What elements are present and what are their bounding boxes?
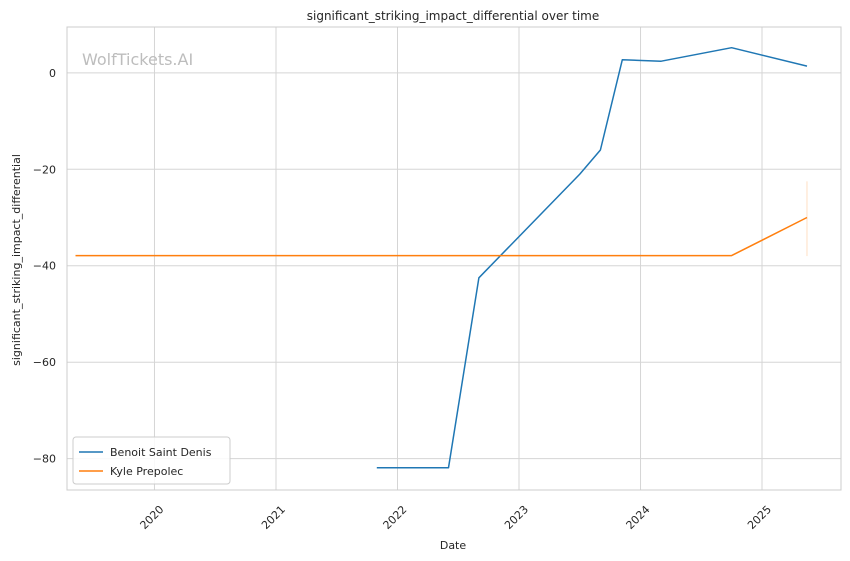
series-line-1 <box>75 216 808 257</box>
y-tick-label: −60 <box>33 356 56 369</box>
plot-frame <box>66 26 842 491</box>
watermark: WolfTickets.AI <box>82 50 193 69</box>
x-axis-title: Date <box>440 539 467 552</box>
x-tick-label: 2022 <box>381 503 410 532</box>
x-tick-label: 2023 <box>502 503 531 532</box>
x-tick-label: 2024 <box>624 503 653 532</box>
legend: Benoit Saint Denis Kyle Prepolec <box>72 436 231 485</box>
legend-box <box>72 436 231 485</box>
series-layer <box>75 46 808 469</box>
y-tick-label: −80 <box>33 453 56 466</box>
legend-label: Kyle Prepolec <box>110 465 183 478</box>
grid <box>67 27 841 490</box>
x-tick-label: 2025 <box>745 503 774 532</box>
y-tick-label: 0 <box>49 67 56 80</box>
x-tick-label: 2020 <box>138 503 167 532</box>
legend-label: Benoit Saint Denis <box>110 446 212 459</box>
y-tick-label: −20 <box>33 163 56 176</box>
y-axis-title: significant_striking_impact_differential <box>10 154 23 366</box>
series-line-0 <box>376 46 808 469</box>
chart-title: significant_striking_impact_differential… <box>307 9 599 23</box>
y-tick-label: −40 <box>33 260 56 273</box>
x-tick-label: 2021 <box>259 503 288 532</box>
